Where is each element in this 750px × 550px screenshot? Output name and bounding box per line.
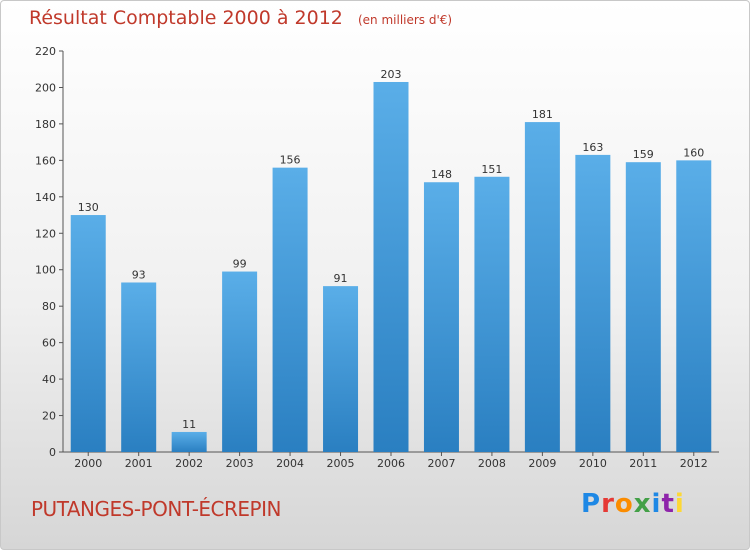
y-tick-label: 20: [42, 410, 56, 423]
bar: [272, 167, 308, 452]
y-tick-label: 200: [35, 81, 56, 94]
bar: [474, 176, 510, 452]
x-tick-label: 2008: [478, 457, 506, 470]
y-tick-label: 60: [42, 337, 56, 350]
bar: [323, 286, 359, 452]
x-tick-label: 2009: [528, 457, 556, 470]
bar: [171, 431, 207, 452]
x-tick-label: 2007: [427, 457, 455, 470]
x-tick-label: 2012: [680, 457, 708, 470]
bar: [70, 215, 106, 452]
bar-value-label: 99: [233, 258, 247, 271]
title-row: Résultat Comptable 2000 à 2012 (en milli…: [29, 7, 452, 29]
chart-subtitle: (en milliers d'€): [357, 13, 453, 27]
y-tick-label: 180: [35, 118, 56, 131]
bar-value-label: 148: [431, 168, 452, 181]
chart-title: Résultat Comptable 2000 à 2012: [29, 7, 343, 29]
bar-value-label: 91: [334, 272, 348, 285]
bar: [222, 271, 258, 452]
y-tick-label: 220: [35, 45, 56, 58]
y-tick-label: 0: [49, 446, 56, 459]
bar: [676, 160, 712, 452]
y-tick-label: 40: [42, 373, 56, 386]
bar-value-label: 163: [582, 141, 603, 154]
bar-value-label: 11: [182, 418, 196, 431]
x-tick-label: 2000: [74, 457, 102, 470]
bar: [625, 162, 661, 452]
bar-chart: 0 20 40 60 80 100 120 140 160 180 200 220 2000 2001 20…: [35, 45, 719, 470]
proxiti-logo[interactable]: Proxiti: [581, 489, 685, 519]
x-tick-label: 2001: [125, 457, 153, 470]
y-tick-label: 160: [35, 154, 56, 167]
bar-value-label: 93: [132, 268, 146, 281]
x-tick-label: 2011: [629, 457, 657, 470]
bar-value-label: 160: [683, 146, 704, 159]
bar-value-label: 156: [280, 154, 301, 167]
y-tick-label: 100: [35, 264, 56, 277]
y-tick-label: 80: [42, 300, 56, 313]
bar-value-label: 203: [381, 68, 402, 81]
bar-value-label: 130: [78, 201, 99, 214]
bar: [423, 182, 459, 452]
x-tick-label: 2005: [327, 457, 355, 470]
x-tick-label: 2002: [175, 457, 203, 470]
x-tick-label: 2006: [377, 457, 405, 470]
x-tick-label: 2003: [226, 457, 254, 470]
bar-value-label: 181: [532, 108, 553, 121]
bar-value-label: 159: [633, 148, 654, 161]
bar-value-label: 151: [481, 163, 502, 176]
y-tick-label: 120: [35, 227, 56, 240]
y-tick-label: 140: [35, 191, 56, 204]
bar: [121, 282, 157, 452]
bar: [373, 81, 409, 453]
x-tick-label: 2010: [579, 457, 607, 470]
x-tick-label: 2004: [276, 457, 304, 470]
bar: [575, 154, 611, 453]
commune-name: PUTANGES-PONT-ÉCREPIN: [31, 497, 281, 521]
bar: [524, 122, 560, 452]
